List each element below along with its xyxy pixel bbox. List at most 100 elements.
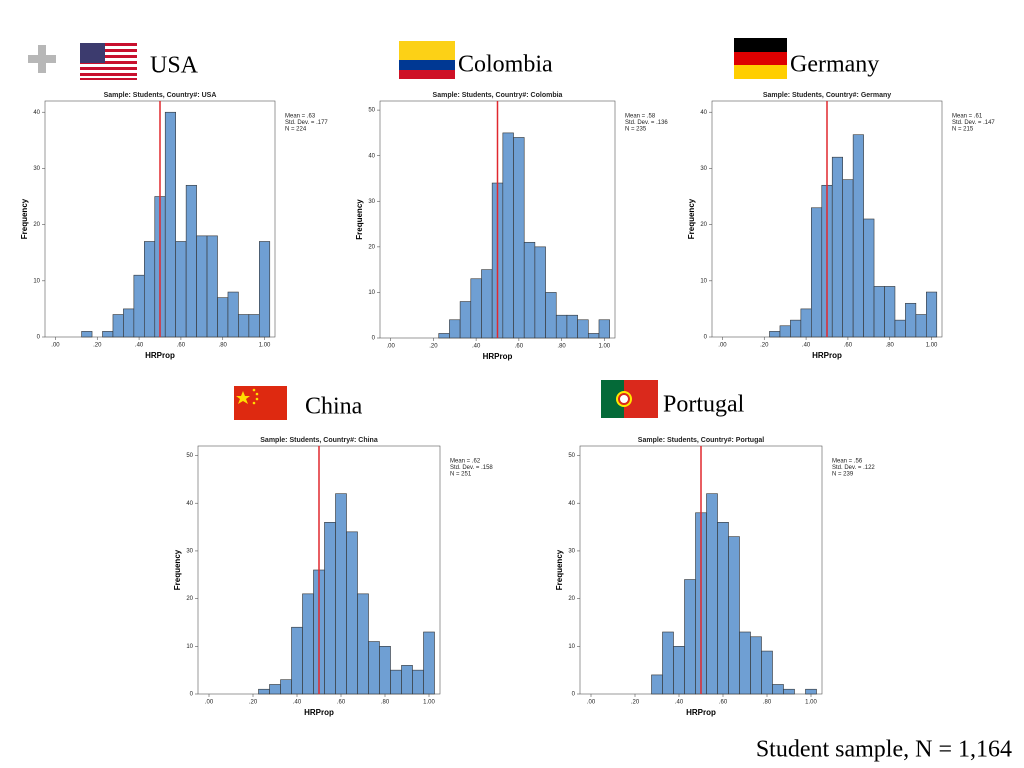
histogram-bar bbox=[684, 579, 696, 695]
y-tick-label: 30 bbox=[700, 166, 707, 172]
histogram-bar bbox=[175, 241, 187, 338]
histogram-bar bbox=[534, 246, 546, 339]
footer-note: Student sample, N = 1,164 bbox=[756, 737, 1012, 763]
x-tick-label: .00 bbox=[718, 343, 727, 349]
stats-line: Std. Dev. = .122 bbox=[832, 465, 875, 471]
flag-china bbox=[234, 386, 287, 420]
x-tick-label: .40 bbox=[472, 344, 481, 350]
x-axis-label: HRProp bbox=[145, 351, 175, 360]
x-tick-label: .80 bbox=[219, 343, 228, 349]
histogram-bar bbox=[302, 593, 314, 695]
histogram-bar bbox=[783, 688, 795, 695]
x-tick-label: .20 bbox=[93, 343, 102, 349]
histogram-chart: Sample: Students, Country#: USA Frequency… bbox=[20, 92, 328, 360]
stats-line: N = 239 bbox=[832, 472, 854, 478]
histogram-bar bbox=[379, 646, 391, 695]
histogram-bar bbox=[513, 137, 525, 339]
y-tick-label: 20 bbox=[33, 222, 40, 228]
histogram-bar bbox=[805, 688, 817, 695]
histogram-bar bbox=[842, 179, 854, 338]
y-tick-label: 10 bbox=[568, 644, 575, 650]
y-tick-label: 40 bbox=[33, 110, 40, 116]
y-tick-label: 30 bbox=[33, 166, 40, 172]
histogram-bar bbox=[144, 241, 156, 338]
stats-line: Mean = .63 bbox=[285, 114, 316, 120]
x-tick-label: .60 bbox=[515, 344, 524, 350]
x-tick-label: .40 bbox=[293, 700, 302, 706]
histogram-bar bbox=[651, 674, 663, 695]
x-tick-label: .60 bbox=[337, 700, 346, 706]
histogram-bar bbox=[769, 331, 781, 338]
flag-usa bbox=[80, 43, 137, 80]
x-tick-label: .60 bbox=[177, 343, 186, 349]
y-tick-label: 10 bbox=[33, 278, 40, 284]
stats-line: N = 251 bbox=[450, 472, 472, 478]
histogram-bar bbox=[196, 235, 208, 338]
y-tick-label: 40 bbox=[700, 110, 707, 116]
chart-title: Sample: Students, Country#: China bbox=[260, 437, 378, 444]
histogram-bar bbox=[926, 291, 938, 338]
y-tick-label: 30 bbox=[568, 549, 575, 555]
y-tick-label: 10 bbox=[186, 644, 193, 650]
y-tick-label: 20 bbox=[568, 596, 575, 602]
stats-line: Std. Dev. = .147 bbox=[952, 120, 995, 126]
x-axis-label: HRProp bbox=[686, 708, 716, 717]
histogram-bar bbox=[258, 688, 270, 695]
histogram-bar bbox=[750, 636, 762, 695]
histogram-bar bbox=[790, 319, 802, 338]
x-tick-label: 1.00 bbox=[805, 700, 817, 706]
histogram-bar bbox=[739, 631, 751, 695]
y-tick-label: 0 bbox=[704, 335, 708, 341]
stats-line: Std. Dev. = .136 bbox=[625, 120, 668, 126]
histogram-bar bbox=[598, 319, 610, 339]
chart-title: Sample: Students, Country#: Portugal bbox=[638, 437, 764, 444]
histogram-bar bbox=[346, 531, 358, 695]
histogram-bar bbox=[280, 679, 292, 695]
y-axis-label: Frequency bbox=[687, 198, 696, 239]
x-tick-label: 1.00 bbox=[926, 343, 938, 349]
histogram-chart: Sample: Students, Country#: Germany Frequ… bbox=[687, 92, 995, 360]
histogram-chart: Sample: Students, Country#: China Frequen… bbox=[173, 437, 493, 717]
histogram-bar bbox=[227, 291, 239, 338]
histogram-bar bbox=[863, 218, 875, 338]
x-tick-label: .20 bbox=[760, 343, 769, 349]
stats-line: N = 224 bbox=[285, 127, 307, 133]
histogram-bar bbox=[412, 669, 424, 695]
x-tick-label: 1.00 bbox=[423, 700, 435, 706]
histogram-bar bbox=[545, 292, 557, 339]
x-tick-label: 1.00 bbox=[598, 344, 610, 350]
histogram-bar bbox=[905, 302, 917, 338]
histogram-bar bbox=[259, 241, 271, 338]
histogram-bar bbox=[368, 641, 380, 695]
x-axis-label: HRProp bbox=[304, 708, 334, 717]
y-tick-label: 20 bbox=[700, 222, 707, 228]
flag-colombia bbox=[399, 41, 455, 79]
histogram-chart: Sample: Students, Country#: Portugal Freq… bbox=[555, 437, 875, 717]
histogram-bar bbox=[772, 684, 784, 695]
histogram-bar bbox=[779, 325, 791, 338]
y-tick-label: 0 bbox=[37, 335, 41, 341]
histogram-bar bbox=[577, 319, 589, 339]
histogram-bar bbox=[164, 111, 176, 338]
histogram-bar bbox=[566, 314, 578, 339]
x-tick-label: .40 bbox=[135, 343, 144, 349]
x-tick-label: .00 bbox=[387, 344, 396, 350]
stats-line: N = 235 bbox=[625, 127, 647, 133]
stats-line: N = 215 bbox=[952, 127, 974, 133]
stats-line: Mean = .56 bbox=[832, 459, 863, 465]
histogram-bar bbox=[81, 331, 93, 338]
x-tick-label: .40 bbox=[675, 700, 684, 706]
y-tick-label: 40 bbox=[186, 501, 193, 507]
x-tick-label: .20 bbox=[429, 344, 438, 350]
histogram-bar bbox=[717, 522, 729, 695]
x-tick-label: .80 bbox=[886, 343, 895, 349]
x-tick-label: .40 bbox=[802, 343, 811, 349]
histogram-chart: Sample: Students, Country#: Colombia Freq… bbox=[355, 92, 668, 361]
histogram-bar bbox=[915, 314, 927, 338]
histogram-bar bbox=[852, 134, 864, 338]
histogram-bar bbox=[587, 333, 600, 339]
histogram-bar bbox=[217, 297, 229, 338]
histogram-bar bbox=[238, 314, 250, 338]
histogram-bar bbox=[728, 536, 740, 695]
y-tick-label: 20 bbox=[368, 244, 375, 250]
